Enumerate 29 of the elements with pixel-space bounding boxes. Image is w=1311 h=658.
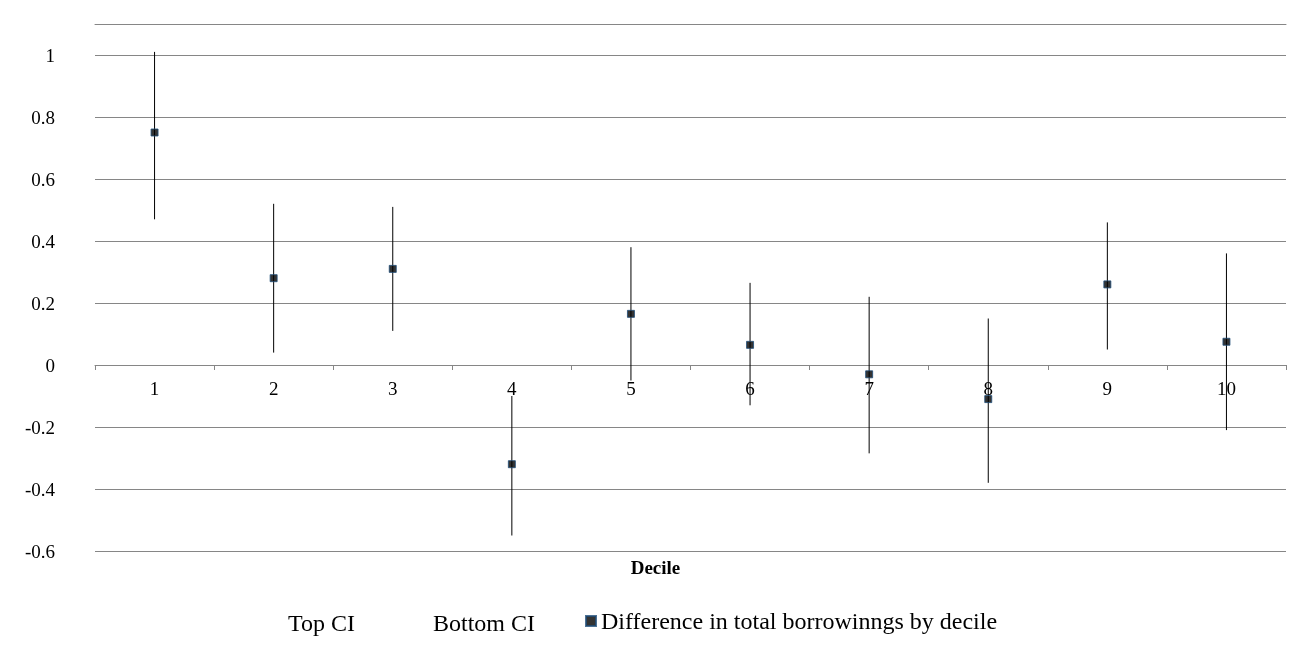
- y-tick-label: 0.4: [31, 230, 56, 252]
- x-tick-label: 6: [745, 378, 755, 399]
- x-tick-label: 4: [507, 378, 518, 399]
- x-tick-label: 2: [268, 378, 279, 399]
- y-tick-label: -0.4: [24, 478, 56, 500]
- y-tick-label: 0: [45, 354, 55, 376]
- point: [507, 460, 516, 469]
- y-tick-label: -0.6: [24, 540, 55, 562]
- point: [1222, 337, 1231, 346]
- x-axis-title: Decile: [630, 557, 681, 578]
- x-tick-label: 3: [388, 378, 398, 399]
- point: [626, 309, 635, 318]
- point: [865, 370, 874, 379]
- y-tick-label: 0.2: [31, 292, 55, 314]
- y-tick-label: 0.6: [31, 168, 55, 190]
- legend-label: Difference in total borrowinngs by decile: [601, 608, 998, 634]
- point: [150, 128, 159, 137]
- x-tick-label: 1: [149, 378, 160, 399]
- x-tick-label: 5: [626, 378, 636, 399]
- text: Bottom CI: [433, 610, 536, 636]
- y-tick-label: 0.8: [31, 106, 55, 128]
- y-tick-label: 1: [45, 44, 55, 66]
- point: [388, 264, 397, 273]
- x-tick-label: 9: [1102, 378, 1113, 399]
- text: Top CI: [288, 610, 355, 636]
- y-tick-label: -0.2: [24, 416, 55, 438]
- point: [269, 274, 278, 283]
- point: [746, 340, 755, 349]
- point: [1103, 280, 1112, 289]
